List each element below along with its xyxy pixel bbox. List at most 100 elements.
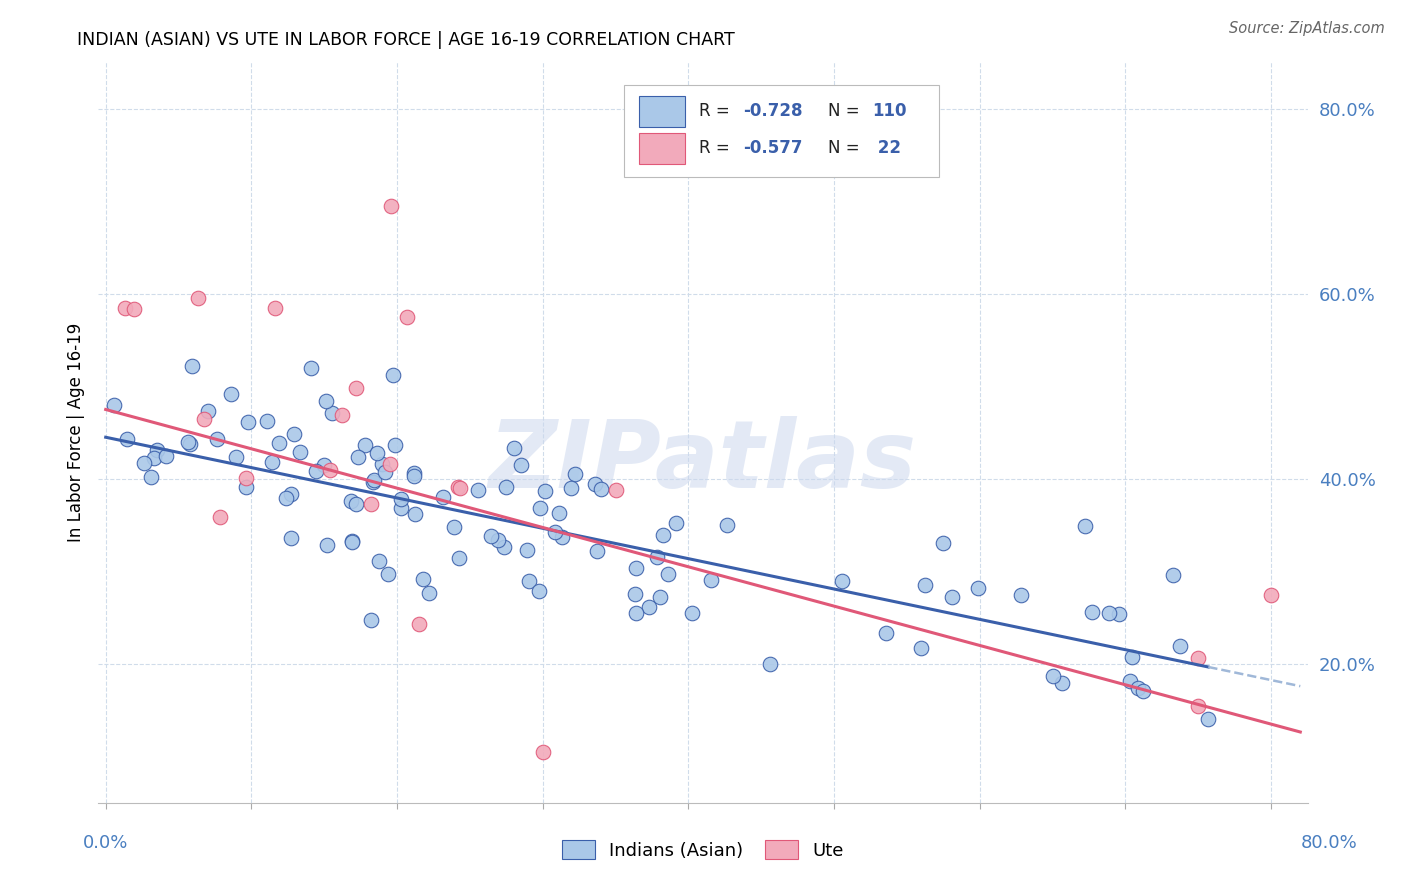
Point bbox=[177, 434, 200, 449]
Point bbox=[529, 584, 551, 599]
Point bbox=[1050, 676, 1073, 690]
Bar bbox=[638, 133, 685, 164]
Point bbox=[103, 398, 125, 412]
Point bbox=[274, 491, 297, 505]
Point bbox=[583, 477, 606, 491]
Point bbox=[517, 574, 540, 589]
Point bbox=[180, 359, 202, 373]
Point bbox=[205, 432, 228, 446]
Point bbox=[914, 578, 936, 592]
Point bbox=[305, 464, 328, 478]
Point bbox=[1128, 681, 1150, 695]
Point bbox=[280, 487, 302, 501]
Point bbox=[340, 533, 363, 548]
Point bbox=[910, 640, 932, 655]
Point bbox=[831, 574, 853, 589]
Text: -0.728: -0.728 bbox=[742, 103, 803, 120]
Point bbox=[315, 394, 337, 409]
Point bbox=[363, 473, 385, 487]
Point bbox=[447, 550, 470, 565]
Point bbox=[143, 450, 166, 465]
Point bbox=[432, 490, 454, 504]
Text: 80.0%: 80.0% bbox=[1301, 834, 1357, 852]
Point bbox=[238, 416, 260, 430]
Point bbox=[299, 361, 322, 376]
Point bbox=[1187, 698, 1209, 713]
Point bbox=[197, 404, 219, 418]
Point bbox=[681, 606, 703, 620]
Point bbox=[932, 536, 955, 550]
Point bbox=[665, 516, 688, 530]
Point bbox=[510, 458, 533, 472]
Point bbox=[591, 482, 613, 496]
Text: Source: ZipAtlas.com: Source: ZipAtlas.com bbox=[1229, 21, 1385, 36]
Point bbox=[377, 566, 399, 581]
Text: -0.577: -0.577 bbox=[742, 139, 803, 157]
Point bbox=[700, 573, 723, 587]
Text: ZIPatlas: ZIPatlas bbox=[489, 417, 917, 508]
Point bbox=[1121, 649, 1143, 664]
Point bbox=[404, 466, 426, 480]
Point bbox=[495, 480, 517, 494]
Bar bbox=[638, 95, 685, 127]
Point bbox=[389, 501, 412, 516]
Point bbox=[139, 470, 162, 484]
Point bbox=[122, 302, 145, 317]
Text: N =: N = bbox=[828, 103, 865, 120]
Point bbox=[408, 616, 430, 631]
Point bbox=[449, 481, 471, 495]
Text: N =: N = bbox=[828, 139, 865, 157]
Point bbox=[443, 520, 465, 534]
Point bbox=[330, 408, 353, 422]
Point bbox=[1108, 607, 1130, 622]
Point bbox=[371, 457, 394, 471]
Point bbox=[155, 449, 177, 463]
Point bbox=[544, 524, 567, 539]
Point bbox=[1132, 684, 1154, 698]
Legend: Indians (Asian), Ute: Indians (Asian), Ute bbox=[555, 832, 851, 867]
Point bbox=[361, 475, 384, 489]
Point bbox=[288, 445, 311, 459]
Point bbox=[1161, 568, 1184, 582]
Point bbox=[366, 446, 388, 460]
Point bbox=[533, 483, 555, 498]
Point bbox=[344, 497, 367, 511]
Point bbox=[759, 657, 782, 671]
Point bbox=[516, 542, 538, 557]
Point bbox=[347, 450, 370, 464]
Point bbox=[531, 745, 554, 759]
Point bbox=[623, 587, 645, 601]
Point bbox=[651, 528, 673, 542]
Point bbox=[208, 510, 231, 524]
Y-axis label: In Labor Force | Age 16-19: In Labor Force | Age 16-19 bbox=[66, 323, 84, 542]
Point bbox=[1042, 669, 1064, 683]
Point bbox=[560, 481, 582, 495]
Text: 110: 110 bbox=[872, 103, 907, 120]
Point bbox=[1074, 518, 1097, 533]
Point bbox=[263, 301, 285, 315]
Point bbox=[380, 199, 402, 213]
Point bbox=[235, 480, 257, 494]
Point bbox=[321, 406, 343, 420]
Point bbox=[404, 507, 426, 521]
Point bbox=[368, 554, 391, 568]
Point bbox=[179, 437, 201, 451]
Point bbox=[1010, 588, 1032, 602]
Point bbox=[586, 544, 609, 558]
Text: INDIAN (ASIAN) VS UTE IN LABOR FORCE | AGE 16-19 CORRELATION CHART: INDIAN (ASIAN) VS UTE IN LABOR FORCE | A… bbox=[77, 31, 735, 49]
Point bbox=[225, 450, 247, 464]
Text: R =: R = bbox=[699, 139, 735, 157]
Point bbox=[381, 368, 404, 382]
Point bbox=[605, 483, 627, 497]
Text: 0.0%: 0.0% bbox=[83, 834, 128, 852]
Point bbox=[1187, 650, 1209, 665]
Point bbox=[219, 386, 242, 401]
Point bbox=[1118, 674, 1140, 689]
Point bbox=[412, 572, 434, 586]
Point bbox=[267, 435, 290, 450]
Point bbox=[648, 590, 671, 604]
Point bbox=[396, 310, 419, 324]
Point bbox=[354, 438, 377, 452]
Point bbox=[193, 412, 215, 426]
Point bbox=[1260, 588, 1282, 602]
